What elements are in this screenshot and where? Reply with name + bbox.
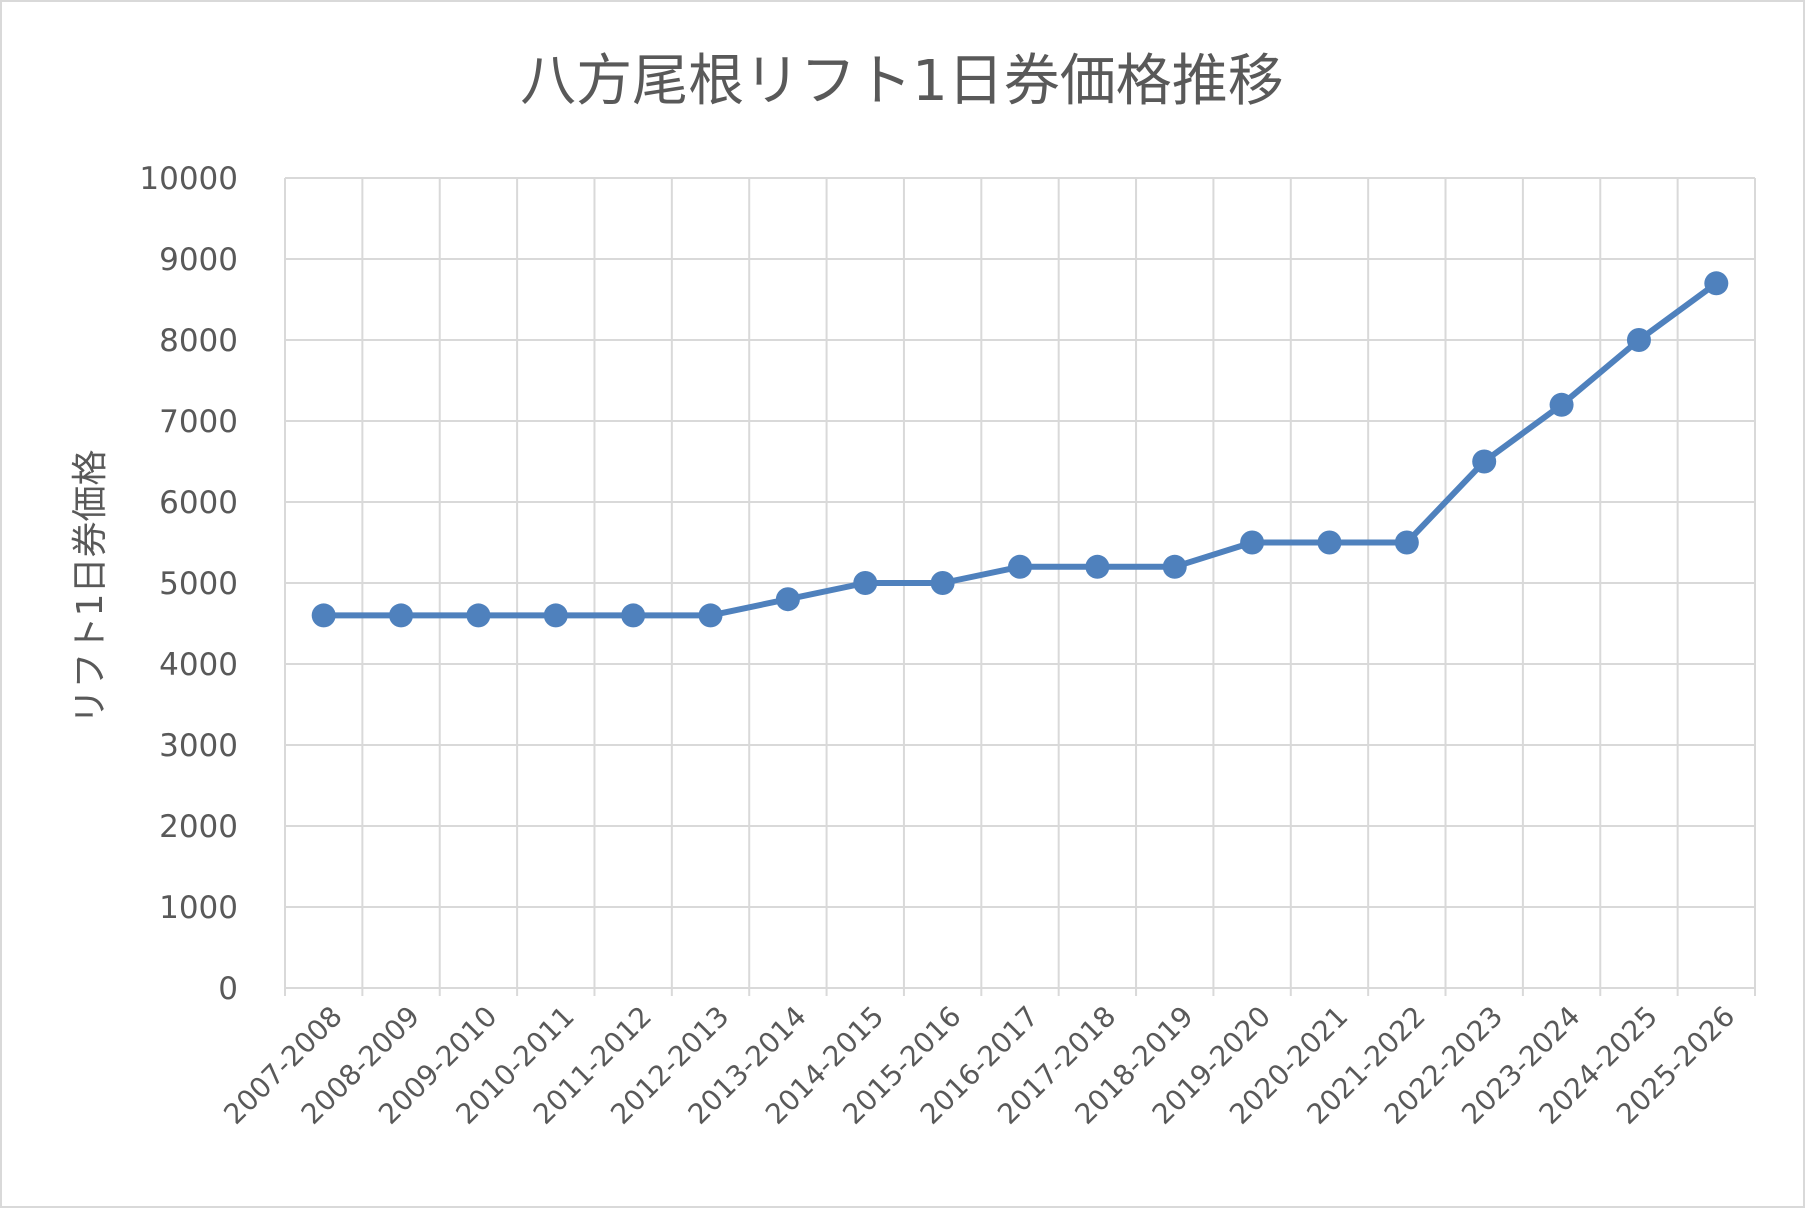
y-tick-label: 3000 bbox=[159, 728, 238, 764]
y-tick-label: 8000 bbox=[159, 323, 238, 359]
y-axis-title: リフト1日券価格 bbox=[70, 450, 111, 725]
data-point bbox=[853, 571, 878, 595]
y-tick-label: 0 bbox=[218, 971, 238, 1007]
data-point bbox=[1317, 530, 1342, 555]
chart-title: 八方尾根リフト1日券価格推移 bbox=[520, 49, 1284, 114]
y-tick-label: 10000 bbox=[139, 161, 238, 197]
data-point bbox=[543, 603, 568, 628]
series-layer bbox=[311, 271, 1729, 628]
y-axis-ticks: 0 1000 2000 3000 4000 5000 6000 7000 8000 9000 100… bbox=[139, 161, 238, 1007]
data-point bbox=[775, 587, 800, 612]
y-tick-label: 2000 bbox=[159, 809, 238, 845]
y-tick-label: 1000 bbox=[159, 890, 238, 926]
data-point bbox=[930, 571, 955, 595]
data-point bbox=[1704, 271, 1729, 296]
data-point bbox=[311, 603, 336, 628]
data-point bbox=[1394, 530, 1419, 555]
data-point bbox=[1162, 554, 1187, 579]
data-point bbox=[466, 603, 491, 628]
data-point bbox=[698, 603, 723, 628]
y-tick-label: 9000 bbox=[159, 242, 238, 278]
y-tick-label: 5000 bbox=[159, 566, 238, 602]
y-tick-label: 7000 bbox=[159, 404, 238, 440]
data-point bbox=[621, 603, 646, 628]
data-point bbox=[1085, 554, 1110, 579]
y-tick-label: 4000 bbox=[159, 647, 238, 683]
data-point bbox=[1240, 530, 1265, 555]
y-tick-label: 6000 bbox=[159, 485, 238, 521]
data-point bbox=[1549, 392, 1574, 417]
data-point bbox=[389, 603, 414, 628]
data-point bbox=[1472, 449, 1497, 474]
data-point bbox=[1008, 554, 1032, 579]
gridlines bbox=[284, 177, 1756, 996]
data-point bbox=[1626, 328, 1651, 352]
x-axis-ticks: 2007-20082008-20092009-20102010-20112011… bbox=[217, 1000, 1741, 1131]
